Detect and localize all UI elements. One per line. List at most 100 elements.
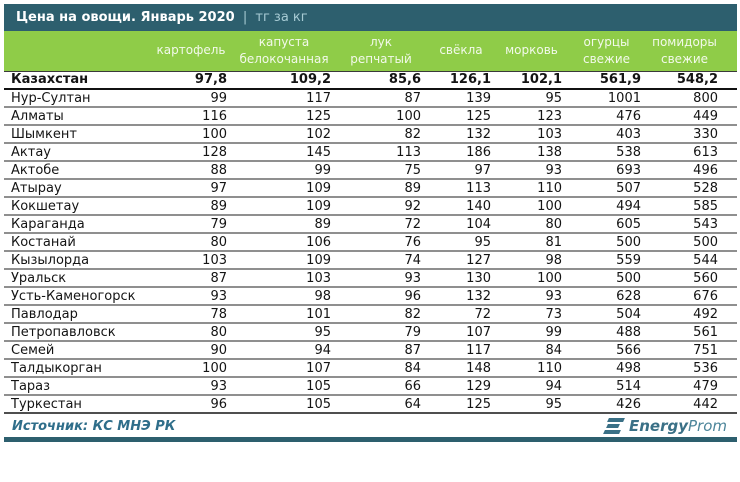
price-value: 113 — [336, 143, 426, 162]
price-value: 496 — [646, 161, 723, 180]
price-value: 104 — [426, 215, 496, 234]
price-value: 99 — [150, 89, 232, 108]
logo-text-bold: Energy — [628, 417, 688, 435]
price-value: 605 — [567, 215, 646, 234]
price-value: 128 — [150, 143, 232, 162]
price-value: 97,8 — [150, 70, 232, 90]
price-value: 82 — [336, 305, 426, 324]
price-value: 500 — [567, 269, 646, 288]
column-header: помидоры свежие — [646, 31, 723, 71]
table-row: Нур-Султан 99 117 87 139 95 1001 800 — [4, 89, 737, 108]
table-row: Кокшетау 89 109 92 140 100 494 585 — [4, 197, 737, 216]
price-value: 488 — [567, 323, 646, 342]
region-label: Петропавловск — [4, 323, 150, 342]
row-filler — [723, 161, 737, 180]
price-value: 89 — [232, 215, 336, 234]
row-filler — [723, 395, 737, 414]
bottom-accent-bar — [4, 437, 737, 442]
row-filler — [723, 269, 737, 288]
price-value: 476 — [567, 107, 646, 126]
price-value: 94 — [496, 377, 567, 396]
region-label: Семей — [4, 341, 150, 360]
price-value: 107 — [426, 323, 496, 342]
price-value: 126,1 — [426, 70, 496, 90]
row-filler — [723, 70, 737, 90]
table-row: Шымкент 100 102 82 132 103 403 330 — [4, 125, 737, 144]
region-label: Павлодар — [4, 305, 150, 324]
table-row: Павлодар 78 101 82 72 73 504 492 — [4, 305, 737, 324]
table-row: Кызылорда 103 109 74 127 98 559 544 — [4, 251, 737, 270]
price-table-infographic: Цена на овощи. Январь 2020 | тг за кг ка… — [4, 4, 737, 442]
region-label: Усть-Каменогорск — [4, 287, 150, 306]
price-value: 87 — [336, 341, 426, 360]
price-value: 97 — [426, 161, 496, 180]
price-value: 99 — [232, 161, 336, 180]
price-value: 145 — [232, 143, 336, 162]
price-value: 74 — [336, 251, 426, 270]
price-value: 449 — [646, 107, 723, 126]
row-filler — [723, 179, 737, 198]
price-value: 628 — [567, 287, 646, 306]
price-value: 99 — [496, 323, 567, 342]
price-value: 504 — [567, 305, 646, 324]
price-value: 89 — [150, 197, 232, 216]
price-value: 613 — [646, 143, 723, 162]
price-value: 81 — [496, 233, 567, 252]
column-header: морковь — [496, 31, 567, 71]
price-value: 693 — [567, 161, 646, 180]
price-value: 528 — [646, 179, 723, 198]
price-value: 102,1 — [496, 70, 567, 90]
region-label: Туркестан — [4, 395, 150, 414]
footer: Источник: КС МНЭ РК EnergyProm — [4, 417, 737, 435]
price-value: 109 — [232, 251, 336, 270]
table-row: Семей 90 94 87 117 84 566 751 — [4, 341, 737, 360]
table-row: Тараз 93 105 66 129 94 514 479 — [4, 377, 737, 396]
price-value: 442 — [646, 395, 723, 414]
price-value: 110 — [496, 359, 567, 378]
price-value: 95 — [426, 233, 496, 252]
region-label: Казахстан — [4, 70, 150, 90]
column-header: капуста белокочанная — [232, 31, 336, 71]
row-filler — [723, 287, 737, 306]
price-value: 560 — [646, 269, 723, 288]
row-filler — [723, 251, 737, 270]
price-value: 543 — [646, 215, 723, 234]
price-value: 103 — [150, 251, 232, 270]
row-filler — [723, 89, 737, 108]
price-value: 561 — [646, 323, 723, 342]
row-filler — [723, 341, 737, 360]
row-filler — [723, 305, 737, 324]
region-label: Тараз — [4, 377, 150, 396]
price-value: 585 — [646, 197, 723, 216]
table-row: Туркестан 96 105 64 125 95 426 442 — [4, 395, 737, 414]
price-value: 117 — [426, 341, 496, 360]
price-value: 94 — [232, 341, 336, 360]
row-filler — [723, 233, 737, 252]
price-value: 109,2 — [232, 70, 336, 90]
price-value: 93 — [150, 287, 232, 306]
price-value: 84 — [336, 359, 426, 378]
region-label: Кокшетау — [4, 197, 150, 216]
table-row: Атырау 97 109 89 113 110 507 528 — [4, 179, 737, 198]
table-row: Актобе 88 99 75 97 93 693 496 — [4, 161, 737, 180]
row-filler — [723, 197, 737, 216]
title-separator: | — [242, 10, 248, 25]
region-label: Караганда — [4, 215, 150, 234]
energyprom-logo: EnergyProm — [603, 417, 737, 435]
region-label: Костанай — [4, 233, 150, 252]
price-value: 80 — [150, 323, 232, 342]
energyprom-logo-icon — [603, 418, 625, 434]
title-bar: Цена на овощи. Январь 2020 | тг за кг — [4, 4, 737, 31]
price-value: 87 — [336, 89, 426, 108]
price-value: 84 — [496, 341, 567, 360]
price-value: 95 — [496, 89, 567, 108]
title-unit: тг за кг — [255, 10, 308, 25]
price-value: 500 — [646, 233, 723, 252]
price-value: 96 — [150, 395, 232, 414]
price-value: 103 — [496, 125, 567, 144]
price-value: 100 — [336, 107, 426, 126]
table-row: Усть-Каменогорск 93 98 96 132 93 628 676 — [4, 287, 737, 306]
price-value: 330 — [646, 125, 723, 144]
row-filler — [723, 107, 737, 126]
price-value: 107 — [232, 359, 336, 378]
